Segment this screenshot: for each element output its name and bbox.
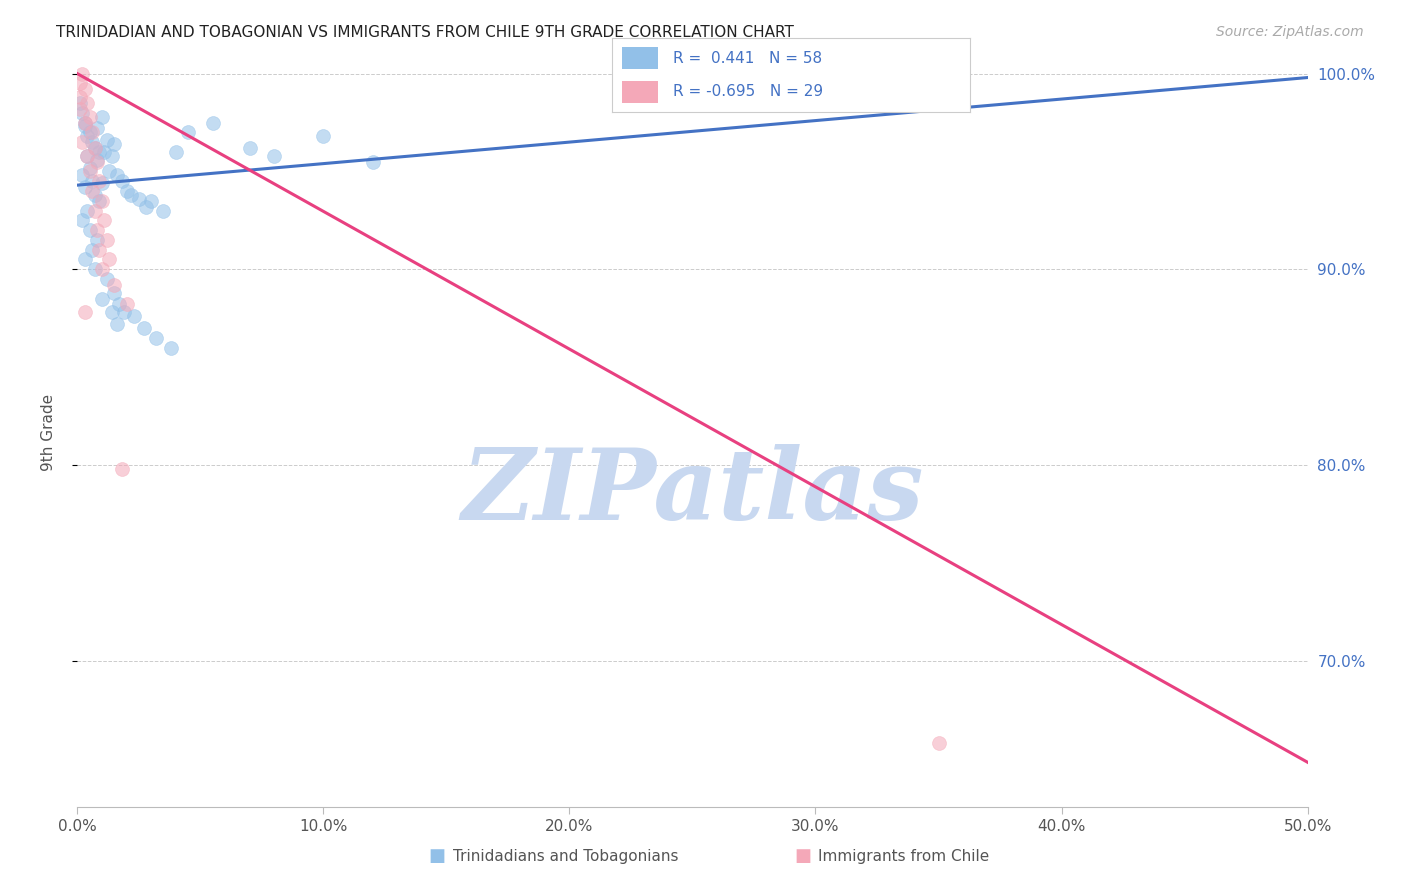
Point <box>165 145 187 159</box>
Point <box>73 252 96 267</box>
Point <box>76 129 98 144</box>
Point <box>98 252 121 267</box>
Point <box>69 90 91 104</box>
Point <box>76 203 98 218</box>
Point <box>83 188 105 202</box>
Point <box>90 110 114 124</box>
Point <box>86 121 108 136</box>
Point <box>115 297 138 311</box>
Point <box>132 321 155 335</box>
Point <box>98 164 121 178</box>
Point <box>141 194 163 208</box>
Point <box>70 213 93 227</box>
Point <box>128 192 150 206</box>
Point <box>70 169 93 183</box>
Point <box>96 133 118 147</box>
Point <box>201 115 224 129</box>
Point <box>89 194 111 208</box>
Point <box>928 736 950 750</box>
Point <box>312 129 335 144</box>
Text: Immigrants from Chile: Immigrants from Chile <box>818 849 990 863</box>
Point <box>93 145 115 159</box>
Point <box>96 233 118 247</box>
Y-axis label: 9th Grade: 9th Grade <box>42 394 56 471</box>
Point <box>103 285 125 300</box>
Text: R =  0.441   N = 58: R = 0.441 N = 58 <box>672 51 821 66</box>
Point <box>73 305 96 319</box>
Point <box>111 462 132 476</box>
Point <box>73 120 96 134</box>
Text: TRINIDADIAN AND TOBAGONIAN VS IMMIGRANTS FROM CHILE 9TH GRADE CORRELATION CHART: TRINIDADIAN AND TOBAGONIAN VS IMMIGRANTS… <box>56 25 794 40</box>
Point <box>70 67 93 81</box>
Point <box>86 233 108 247</box>
Point <box>135 200 157 214</box>
Point <box>263 149 285 163</box>
Point <box>73 180 96 194</box>
Point <box>90 292 114 306</box>
Text: Source: ZipAtlas.com: Source: ZipAtlas.com <box>1216 25 1364 39</box>
Point <box>177 125 200 139</box>
Point <box>86 154 108 169</box>
Point <box>86 223 108 237</box>
Point <box>90 194 114 208</box>
Point <box>90 176 114 190</box>
Point <box>70 105 93 120</box>
Point <box>69 102 91 116</box>
Point <box>89 243 111 257</box>
Point <box>121 188 143 202</box>
Point <box>83 262 105 277</box>
Point <box>111 174 132 188</box>
Point <box>73 115 96 129</box>
Point <box>115 184 138 198</box>
Point <box>73 82 96 96</box>
Point <box>79 223 101 237</box>
Point <box>83 141 105 155</box>
Point <box>112 305 135 319</box>
Point <box>96 272 118 286</box>
Point <box>83 203 105 218</box>
Point <box>89 145 111 159</box>
Point <box>79 164 101 178</box>
Point <box>79 161 101 175</box>
Point <box>361 154 384 169</box>
Bar <box>623 81 658 103</box>
Point <box>76 149 98 163</box>
Point <box>145 331 167 345</box>
Point <box>103 277 125 292</box>
Point <box>103 137 125 152</box>
Point <box>82 243 104 257</box>
Point <box>105 169 128 183</box>
Point <box>152 203 174 218</box>
Text: ■: ■ <box>794 847 811 865</box>
Text: R = -0.695   N = 29: R = -0.695 N = 29 <box>672 84 823 99</box>
Point <box>76 95 98 110</box>
Point <box>105 317 128 331</box>
Point <box>239 141 262 155</box>
Point <box>101 305 124 319</box>
Point <box>73 115 96 129</box>
Point <box>89 174 111 188</box>
Text: Trinidadians and Tobagonians: Trinidadians and Tobagonians <box>453 849 678 863</box>
Point <box>101 149 124 163</box>
Point <box>83 141 105 155</box>
Point <box>79 110 101 124</box>
Point <box>82 174 104 188</box>
Point <box>122 310 145 324</box>
Point <box>90 262 114 277</box>
Text: ■: ■ <box>429 847 446 865</box>
Point <box>82 184 104 198</box>
Point <box>93 213 115 227</box>
Point <box>108 297 131 311</box>
Point <box>160 341 183 355</box>
Point <box>69 77 91 91</box>
Point <box>82 135 104 149</box>
Point <box>76 149 98 163</box>
Point <box>86 153 108 167</box>
Point <box>70 135 93 149</box>
Point <box>82 125 104 139</box>
Text: ZIPatlas: ZIPatlas <box>461 444 924 541</box>
Point <box>69 95 91 110</box>
Bar <box>623 47 658 69</box>
Point <box>79 125 101 139</box>
